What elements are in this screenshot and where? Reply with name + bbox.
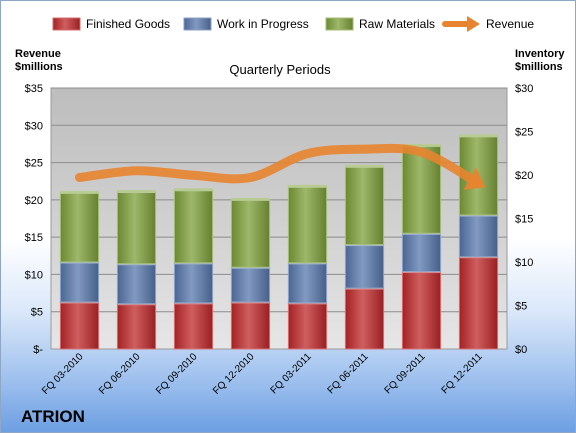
bar-raw-materials (230, 198, 271, 268)
bar-work-in-progress (344, 244, 385, 289)
bar-raw-materials-top-edge (459, 134, 498, 138)
bar-raw-materials-top-edge (174, 188, 213, 192)
right-tick-label: $25 (515, 127, 533, 139)
right-tick-label: $15 (515, 214, 533, 226)
left-axis-title-line-1: Revenue (15, 48, 61, 60)
bar-finished-goods (287, 302, 328, 350)
x-tick-label: FQ 03-2011 (269, 351, 314, 396)
left-tick-label: $10 (25, 269, 43, 281)
left-tick-label: $15 (25, 232, 43, 244)
bar-raw-materials (116, 191, 157, 265)
revenue-line-layer (75, 143, 486, 191)
right-tick-label: $20 (515, 170, 533, 182)
bar-finished-goods (401, 271, 442, 350)
bar-work-in-progress (116, 263, 157, 305)
legend-arrow-revenue (467, 16, 480, 32)
right-tick-label: $30 (515, 83, 533, 95)
left-tick-label: $30 (25, 120, 43, 132)
company-name: ATRION (21, 407, 85, 426)
x-tick-label: FQ 06-2010 (97, 351, 143, 397)
legend-swatch-work-in-progress (183, 17, 212, 31)
left-tick-label: $20 (25, 195, 43, 207)
legend-swatch-raw-materials (325, 17, 354, 31)
bar-raw-materials-top-edge (60, 190, 99, 194)
bar-finished-goods (230, 301, 271, 350)
bar-finished-goods (458, 256, 499, 350)
bar-work-in-progress (287, 262, 328, 304)
bar-raw-materials-top-edge (231, 197, 270, 201)
bar-work-in-progress (230, 266, 271, 303)
legend-label-finished-goods: Finished Goods (86, 17, 170, 31)
right-tick-label: $5 (515, 301, 527, 313)
left-tick-label: $25 (25, 158, 43, 170)
left-tick-label: $- (33, 344, 43, 356)
bar-raw-materials (173, 189, 214, 264)
bar-raw-materials-top-edge (402, 143, 441, 147)
revenue-line (75, 143, 483, 188)
right-tick-label: $0 (515, 344, 527, 356)
legend-swatch-finished-goods (52, 17, 81, 31)
left-tick-label: $5 (31, 307, 43, 319)
bar-work-in-progress (458, 214, 499, 258)
bar-raw-materials (287, 185, 328, 264)
bar-finished-goods (344, 287, 385, 350)
x-tick-label: FQ 12-2010 (211, 351, 257, 397)
right-axis-title: Inventory $millions (515, 48, 565, 74)
bar-raw-materials-top-edge (345, 164, 384, 168)
left-axis-title-line-2: $millions (15, 61, 63, 73)
left-axis-title: Revenue $millions (15, 48, 63, 74)
legend-label-work-in-progress: Work in Progress (217, 17, 309, 31)
bar-raw-materials-top-edge (117, 190, 156, 194)
x-tick-label: FQ 09-2011 (383, 351, 428, 396)
bar-finished-goods (59, 301, 100, 350)
bar-work-in-progress (173, 262, 214, 304)
x-tick-label: FQ 09-2010 (154, 351, 200, 397)
right-axis-title-line-1: Inventory (515, 48, 565, 60)
bar-raw-materials (344, 165, 385, 246)
x-tick-label: FQ 06-2011 (326, 351, 371, 396)
bar-raw-materials-top-edge (288, 184, 327, 188)
legend-label-raw-materials: Raw Materials (359, 17, 435, 31)
right-tick-label: $10 (515, 257, 533, 269)
bar-raw-materials (59, 191, 100, 263)
bar-finished-goods (116, 303, 157, 350)
legend: Finished Goods Work in Progress Raw Materi… (52, 16, 534, 32)
bar-work-in-progress (401, 232, 442, 273)
chart-title: Quarterly Periods (229, 62, 331, 77)
legend-label-revenue: Revenue (486, 17, 534, 31)
right-axis-title-line-2: $millions (515, 61, 563, 73)
bar-work-in-progress (59, 261, 100, 303)
left-tick-label: $35 (25, 83, 43, 95)
revenue-arrowhead (463, 167, 486, 191)
x-tick-label: FQ 12-2011 (440, 351, 485, 396)
bar-finished-goods (173, 302, 214, 350)
x-tick-label: FQ 03-2010 (40, 351, 86, 397)
